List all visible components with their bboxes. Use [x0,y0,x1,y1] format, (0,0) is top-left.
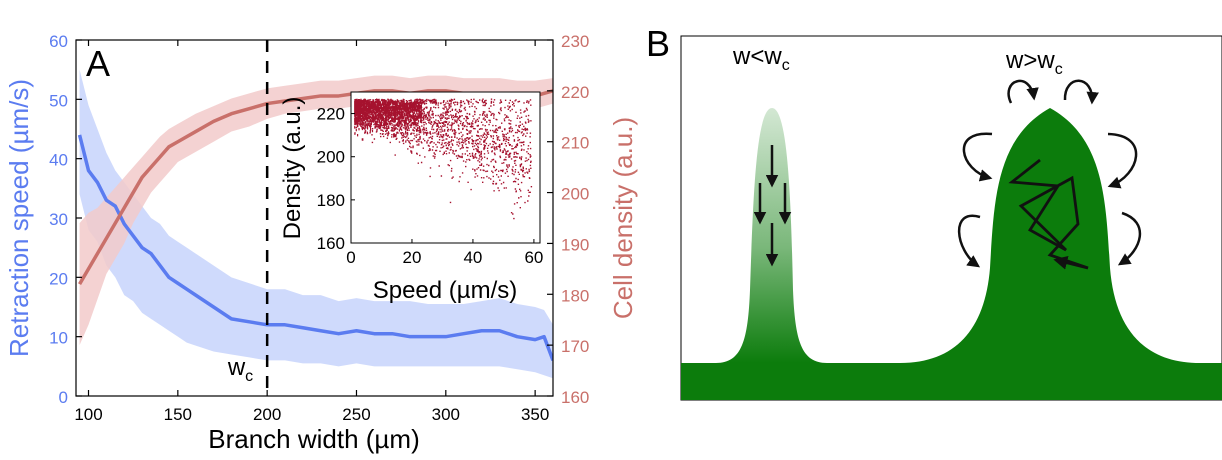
wide-fluctuation-arrows [957,79,1141,268]
y2-tick-label: 180 [561,286,589,305]
inset-y-ticks: 160 180 200 220 [317,105,355,253]
x-tick-label: 350 [521,405,549,424]
x-axis-ticks: 100 150 200 250 300 350 [74,40,549,424]
panel-b-label: B [646,23,670,64]
inset-scatter-chart: 0 20 40 60 160 180 200 220 Speed (µm/s) Densit… [279,91,543,304]
x-tick-label: 300 [432,405,460,424]
y-tick-label: 20 [49,269,68,288]
inset-y-tick-label: 160 [317,234,345,253]
critical-width-label: wc [227,354,253,385]
y-axis-right-ticks: 160 170 180 190 200 210 220 230 [547,32,589,407]
y-tick-label: 60 [49,32,68,51]
inset-y-tick-label: 200 [317,148,345,167]
red-series-band [79,75,553,346]
inset-y-title: Density (a.u.) [279,97,306,240]
y-tick-label: 40 [49,151,68,170]
y2-tick-label: 210 [561,134,589,153]
x-tick-label: 150 [164,405,192,424]
panel-a-label: A [86,43,110,84]
curved-arrow-icon [957,214,981,268]
y-tick-label: 50 [49,91,68,110]
inset-x-tick-label: 40 [463,248,482,267]
panel-b-diagram: B w<wc w>wc [646,23,1222,401]
blue-series-band [79,69,553,379]
wide-condition-label: w>wc [1005,47,1063,78]
inset-y-tick-label: 180 [317,191,345,210]
inset-x-title: Speed (µm/s) [373,277,518,304]
y2-tick-label: 200 [561,185,589,204]
base-tissue [681,363,1222,400]
scatter-points [354,98,533,220]
curved-arrow-icon [1063,79,1099,105]
inset-x-ticks: 0 20 40 60 [346,239,543,267]
random-walk-path [1008,158,1089,270]
narrow-condition-label: w<wc [732,43,790,74]
curved-arrow-icon [1117,211,1141,266]
x-tick-label: 250 [342,405,370,424]
y-tick-label: 30 [49,210,68,229]
x-tick-label: 200 [253,405,281,424]
inset-frame [350,91,541,244]
curved-arrow-icon [962,132,993,182]
inset-x-tick-label: 0 [346,248,355,267]
y-tick-label: 0 [59,388,68,407]
inset-scatter-points [354,98,533,220]
inset-y-tick-label: 220 [317,105,345,124]
x-axis-title: Branch width (µm) [208,424,419,454]
y-tick-label: 10 [49,329,68,348]
inset-x-tick-label: 20 [403,248,422,267]
x-tick-label: 100 [74,405,102,424]
inset-x-tick-label: 60 [524,248,543,267]
y2-tick-label: 190 [561,235,589,254]
y2-tick-label: 230 [561,32,589,51]
y-axis-left-ticks: 0 10 20 30 40 50 60 [49,32,82,407]
narrow-retraction-arrows [753,145,792,267]
y-axis-right-title: Cell density (a.u.) [608,117,638,319]
y2-tick-label: 170 [561,337,589,356]
y-axis-left-title: Retraction speed (µm/s) [4,79,34,357]
confidence-bands [79,69,553,379]
y2-tick-label: 220 [561,83,589,102]
curved-arrow-icon [1107,132,1138,189]
y2-tick-label: 160 [561,388,589,407]
curved-arrow-icon [1007,79,1039,104]
